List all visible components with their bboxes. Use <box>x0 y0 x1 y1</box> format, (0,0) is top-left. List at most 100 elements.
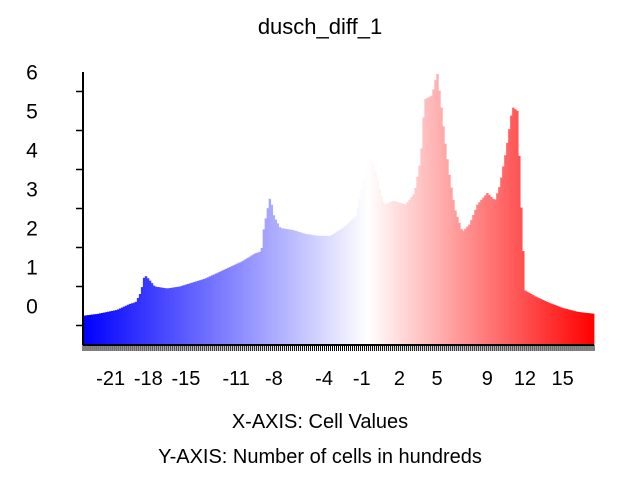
histogram-bar <box>178 286 182 345</box>
x-tick-label: 15 <box>551 368 573 390</box>
histogram-bar <box>248 256 252 345</box>
histogram-bar <box>314 235 317 345</box>
y-tick-label: 2 <box>26 218 38 241</box>
histogram-bar <box>266 208 270 345</box>
histogram-bar <box>222 269 226 345</box>
histogram-bar <box>488 194 491 345</box>
histogram-bar <box>192 282 196 345</box>
histogram-bar <box>474 209 477 345</box>
histogram-bar <box>256 252 260 345</box>
histogram-bar <box>228 267 232 345</box>
x-tick-label: -4 <box>315 368 333 390</box>
histogram-bar <box>174 287 178 345</box>
histogram-bar <box>208 276 212 345</box>
histogram-bar <box>422 117 425 345</box>
histogram-bar <box>504 155 507 345</box>
histogram-bar <box>412 194 415 345</box>
histogram-bar <box>214 273 218 345</box>
histogram-bar <box>414 187 417 345</box>
x-tick-label: 5 <box>431 368 442 390</box>
histogram-bar <box>116 309 120 345</box>
histogram-bar <box>236 263 240 345</box>
histogram-bar <box>564 308 567 345</box>
histogram-bar <box>536 297 539 345</box>
histogram-bar <box>358 198 361 345</box>
histogram-bar <box>322 235 325 345</box>
histogram-bar <box>110 310 114 345</box>
histogram-bar <box>254 253 258 345</box>
histogram-bar <box>164 288 168 345</box>
histogram-bar <box>402 203 405 345</box>
histogram-bar <box>260 248 264 345</box>
histogram-bar <box>538 298 541 345</box>
y-tick-label: 3 <box>26 179 38 202</box>
histogram-bar <box>502 166 505 345</box>
chart-title: dusch_diff_1 <box>258 14 382 39</box>
histogram-bar <box>278 227 282 345</box>
histogram-bar <box>448 174 451 345</box>
histogram-bar <box>524 290 527 345</box>
histogram-bar <box>424 98 427 346</box>
histogram-bar <box>336 231 339 345</box>
histogram-bar <box>96 313 100 345</box>
histogram-bar <box>114 310 118 345</box>
histogram-bar <box>532 295 535 345</box>
histogram-bar <box>148 280 152 345</box>
histogram-bar <box>226 268 230 345</box>
histogram-bar <box>274 219 278 345</box>
histogram-bar <box>202 279 206 345</box>
histogram-bar <box>500 177 503 345</box>
histogram-bar <box>196 280 200 345</box>
y-tick-label: 1 <box>26 257 38 280</box>
histogram-bar <box>480 199 483 345</box>
histogram-bar <box>550 303 553 345</box>
histogram-bar <box>186 283 190 345</box>
histogram-bar <box>120 307 124 345</box>
histogram-bar <box>128 303 132 345</box>
x-tick-label: -15 <box>171 368 200 390</box>
histogram-bar <box>108 311 112 345</box>
histogram-bar <box>590 313 593 345</box>
histogram-bar <box>406 202 409 345</box>
histogram-bar <box>588 313 591 345</box>
x-axis-label: X-AXIS: Cell Values <box>232 411 408 433</box>
histogram-bar <box>308 234 311 345</box>
histogram-bar <box>546 301 549 345</box>
histogram-bar <box>512 107 515 345</box>
histogram-bar <box>558 306 561 345</box>
histogram-bar <box>556 305 559 345</box>
histogram-bar <box>342 227 345 345</box>
histogram-bar <box>416 176 419 345</box>
histogram-bar <box>340 228 343 345</box>
histogram-bar <box>298 232 301 345</box>
histogram-bar <box>134 301 138 345</box>
histogram-bar <box>150 283 154 345</box>
histogram-bar <box>250 255 254 345</box>
histogram-bar <box>486 192 489 345</box>
histogram-bar <box>542 300 545 345</box>
histogram-bar <box>310 234 313 345</box>
x-tick-label: -1 <box>353 368 371 390</box>
histogram-bar <box>522 251 525 345</box>
histogram-bar <box>224 268 228 345</box>
histogram-bar <box>516 110 519 345</box>
x-tick-label: -11 <box>222 368 249 390</box>
histogram-bar <box>436 74 439 346</box>
histogram-bar <box>180 285 184 345</box>
histogram-bar <box>376 180 379 345</box>
histogram-bar <box>520 207 523 345</box>
histogram-bar <box>268 198 272 345</box>
histogram-bar <box>530 294 533 345</box>
histogram-bar <box>184 284 188 345</box>
histogram-bar <box>194 281 198 345</box>
histogram-bar <box>408 199 411 345</box>
histogram-bar <box>418 165 421 345</box>
histogram-bar <box>380 195 383 345</box>
histogram-bar <box>354 216 357 345</box>
histogram-bar <box>132 302 136 345</box>
histogram-bar <box>124 305 128 345</box>
histogram-bar <box>332 233 335 345</box>
histogram-bar <box>334 232 337 345</box>
histogram-bar <box>398 202 401 345</box>
